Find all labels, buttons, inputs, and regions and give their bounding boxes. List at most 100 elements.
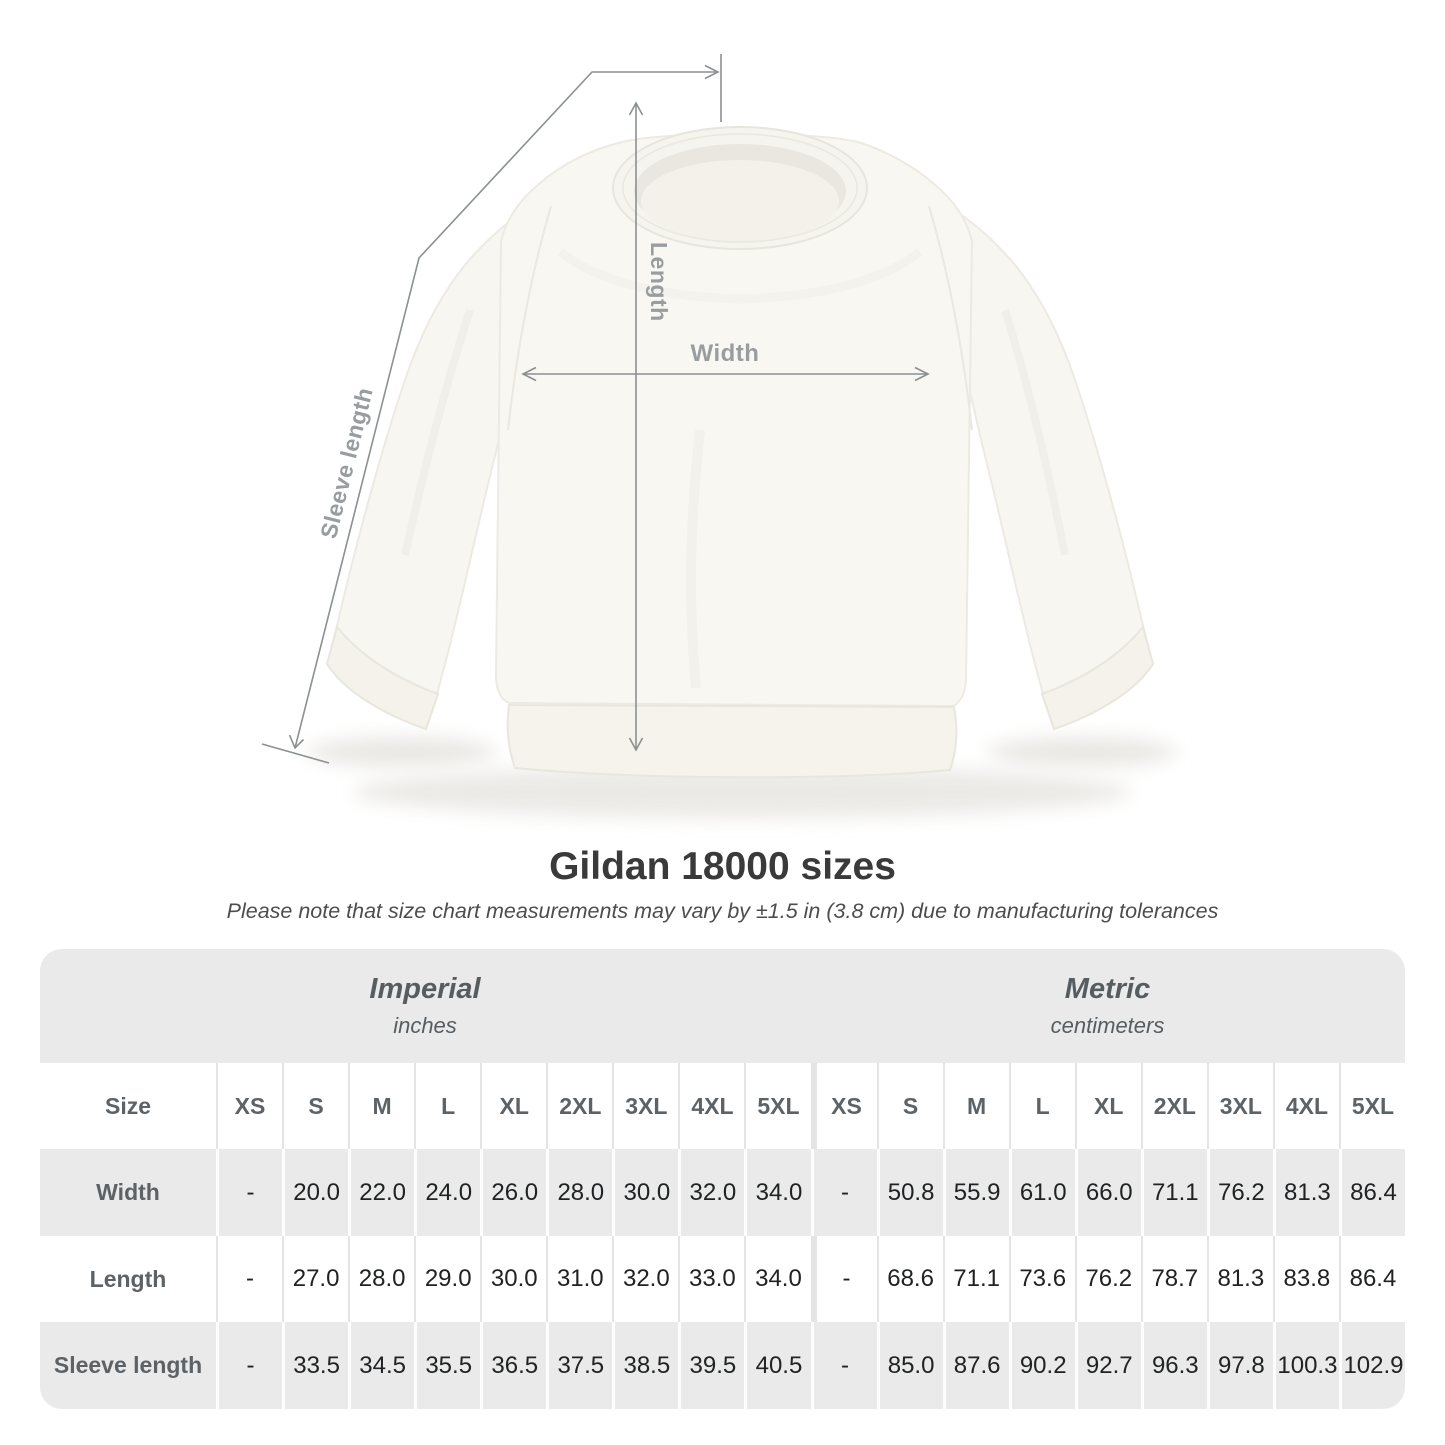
row-width-cell: 28.0 — [546, 1149, 612, 1236]
row-width-cell: 71.1 — [1140, 1149, 1207, 1236]
row-sleeve-length-cell: 100.3 — [1272, 1322, 1339, 1409]
row-width-cell: 81.3 — [1272, 1149, 1339, 1236]
row-width-cell: 24.0 — [414, 1149, 480, 1236]
row-sleeve-length-cell: 85.0 — [876, 1322, 943, 1409]
row-length-cell: 73.6 — [1008, 1236, 1075, 1322]
size-header-row-cell: 2XL — [546, 1063, 612, 1149]
row-length-cell: - — [216, 1236, 282, 1322]
size-header-row-cell: XS — [810, 1063, 877, 1149]
sweatshirt-body — [494, 132, 974, 708]
row-width-cell: 22.0 — [348, 1149, 414, 1236]
row-width-cell: 32.0 — [678, 1149, 744, 1236]
size-header-row-cell: 3XL — [612, 1063, 678, 1149]
sweatshirt-diagram — [261, 54, 1177, 818]
sweatshirt-illustration — [307, 126, 1177, 818]
right-cuff-shadow — [987, 737, 1177, 767]
size-header-row-cell: L — [1008, 1063, 1075, 1149]
size-header-row-cell: 3XL — [1206, 1063, 1273, 1149]
size-header-row-label: Size — [104, 1092, 152, 1119]
length-measurement-label: Length — [646, 242, 672, 322]
row-width-cell: 61.0 — [1008, 1149, 1075, 1236]
tolerance-note: Please note that size chart measurements… — [226, 899, 1219, 923]
row-sleeve-length: Sleeve length -33.5 34.5 35.5 36.5 37.5 38.5 39… — [40, 1322, 1405, 1409]
size-header-row-cell: 4XL — [678, 1063, 744, 1149]
hem-band — [506, 703, 958, 779]
row-length-cell: 32.0 — [612, 1236, 678, 1322]
size-chart-table: Imperial inches Metric centimeters Size X… — [40, 949, 1405, 1409]
imperial-unit: inches — [393, 1013, 457, 1038]
size-header-row-cell: S — [282, 1063, 348, 1149]
row-sleeve-length-cell: - — [810, 1322, 877, 1409]
row-width-cell: 66.0 — [1074, 1149, 1141, 1236]
row-sleeve-length-cell: - — [216, 1322, 282, 1409]
imperial-title: Imperial — [369, 973, 481, 1005]
row-length-cell: 76.2 — [1074, 1236, 1141, 1322]
row-width-cell: 30.0 — [612, 1149, 678, 1236]
width-arrow — [521, 366, 930, 382]
size-header-row-cell: 4XL — [1272, 1063, 1339, 1149]
size-header-row: Size XS S M L XL 2XL 3XL 4XL 5XL XS S M L XL 2XL 3XL 4XL 5… — [40, 1063, 1405, 1149]
row-length-cell: 30.0 — [480, 1236, 546, 1322]
left-cuff — [325, 624, 440, 731]
row-length-cell: 31.0 — [546, 1236, 612, 1322]
size-header-row-cell: XS — [216, 1063, 282, 1149]
row-length-cell: 34.0 — [744, 1236, 810, 1322]
row-length-cell: 86.4 — [1338, 1236, 1405, 1322]
measurement-arrows — [261, 54, 930, 764]
row-length-label: Length — [89, 1265, 167, 1292]
row-width-cell: 76.2 — [1206, 1149, 1273, 1236]
row-length-cell: - — [810, 1236, 877, 1322]
row-width-cell: 86.4 — [1338, 1149, 1405, 1236]
row-sleeve-length-cell: 87.6 — [942, 1322, 1009, 1409]
row-length-cell: 33.0 — [678, 1236, 744, 1322]
metric-title: Metric — [1064, 973, 1151, 1005]
row-length-cell: 81.3 — [1206, 1236, 1273, 1322]
row-width-cell: 50.8 — [876, 1149, 943, 1236]
row-sleeve-length-cell: 37.5 — [546, 1322, 612, 1409]
size-header-row-cell: 5XL — [744, 1063, 810, 1149]
size-chart-rows: Size XS S M L XL 2XL 3XL 4XL 5XL XS S M L XL 2XL 3XL 4XL 5… — [40, 1063, 1405, 1409]
size-header-row-cell: S — [876, 1063, 943, 1149]
row-length-cell: 27.0 — [282, 1236, 348, 1322]
row-sleeve-length-cell: 102.9 — [1338, 1322, 1405, 1409]
size-header-row-cell: M — [348, 1063, 414, 1149]
size-header-row-cell: L — [414, 1063, 480, 1149]
row-length-cell: 68.6 — [876, 1236, 943, 1322]
row-sleeve-length-cell: 36.5 — [480, 1322, 546, 1409]
right-cuff — [1040, 624, 1155, 731]
row-sleeve-length-cell: 96.3 — [1140, 1322, 1207, 1409]
row-length-cell: 71.1 — [942, 1236, 1009, 1322]
left-cuff-shadow — [307, 737, 497, 767]
sleeve-length-arrow — [261, 54, 722, 764]
row-sleeve-length-cell: 34.5 — [348, 1322, 414, 1409]
size-header-row-cell: 2XL — [1140, 1063, 1207, 1149]
metric-unit: centimeters — [1050, 1013, 1165, 1038]
collar-seam — [622, 133, 858, 243]
metric-section-header: Metric centimeters — [810, 949, 1405, 1063]
row-width-cell: - — [216, 1149, 282, 1236]
row-sleeve-length-cell: 40.5 — [744, 1322, 810, 1409]
row-width-cell: 55.9 — [942, 1149, 1009, 1236]
imperial-section-header: Imperial inches — [40, 949, 810, 1063]
page-title: Gildan 18000 sizes — [549, 845, 896, 888]
row-width-label: Width — [96, 1179, 160, 1205]
units-header-band: Imperial inches Metric centimeters — [40, 949, 1405, 1063]
row-width-cell: 20.0 — [282, 1149, 348, 1236]
row-sleeve-length-cell: 90.2 — [1008, 1322, 1075, 1409]
row-width-cell: - — [810, 1149, 877, 1236]
row-sleeve-length-cell: 39.5 — [678, 1322, 744, 1409]
row-sleeve-length-cell: 35.5 — [414, 1322, 480, 1409]
row-width-cell: 34.0 — [744, 1149, 810, 1236]
row-sleeve-length-cell: 97.8 — [1206, 1322, 1273, 1409]
row-length-cell: 83.8 — [1272, 1236, 1339, 1322]
collar-inner — [641, 160, 839, 242]
ground-shadow — [352, 766, 1132, 818]
row-width-cell: 26.0 — [480, 1149, 546, 1236]
row-length-cell: 28.0 — [348, 1236, 414, 1322]
row-sleeve-length-cell: 92.7 — [1074, 1322, 1141, 1409]
width-measurement-label: Width — [690, 340, 760, 367]
cuff-tick — [261, 743, 330, 764]
row-sleeve-length-cell: 38.5 — [612, 1322, 678, 1409]
row-length-cell: 29.0 — [414, 1236, 480, 1322]
